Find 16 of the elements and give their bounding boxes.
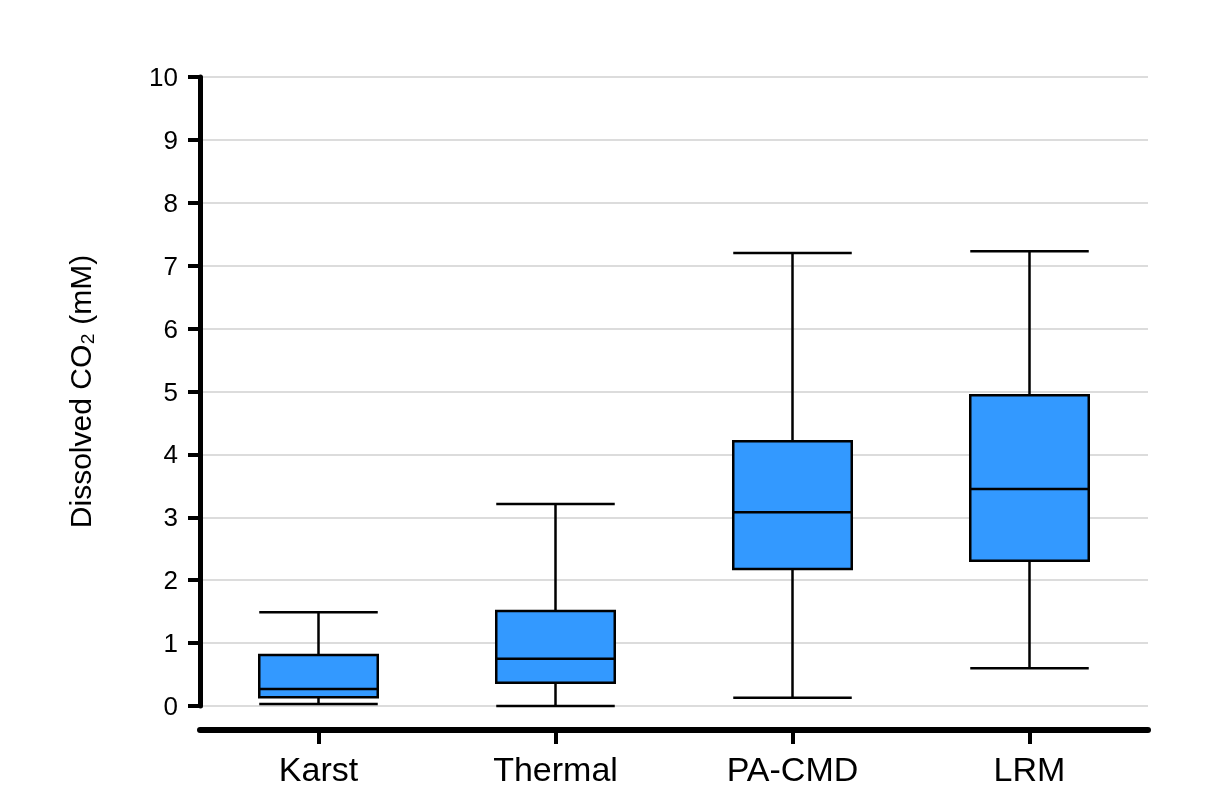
y-tick-label: 7 (163, 250, 178, 281)
y-tick-label: 5 (163, 376, 178, 407)
x-tick-label: PA-CMD (726, 750, 859, 788)
y-tick-label: 0 (163, 691, 178, 721)
y-tick-label: 4 (163, 439, 178, 470)
y-tick-label: 6 (163, 313, 178, 344)
y-tick-label: 3 (163, 502, 178, 533)
x-tick-label: Thermal (493, 750, 618, 788)
x-tick-label: LRM (993, 750, 1066, 788)
y-tick-label: 2 (163, 565, 178, 596)
y-axis-title: Dissolved CO₂ (mM) (63, 254, 97, 529)
y-tick-label: 9 (163, 124, 178, 155)
y-tick-label: 8 (163, 187, 178, 218)
y-tick-label: 1 (163, 628, 178, 659)
y-tick-label: 10 (149, 62, 178, 92)
x-tick-label: Karst (278, 750, 359, 788)
